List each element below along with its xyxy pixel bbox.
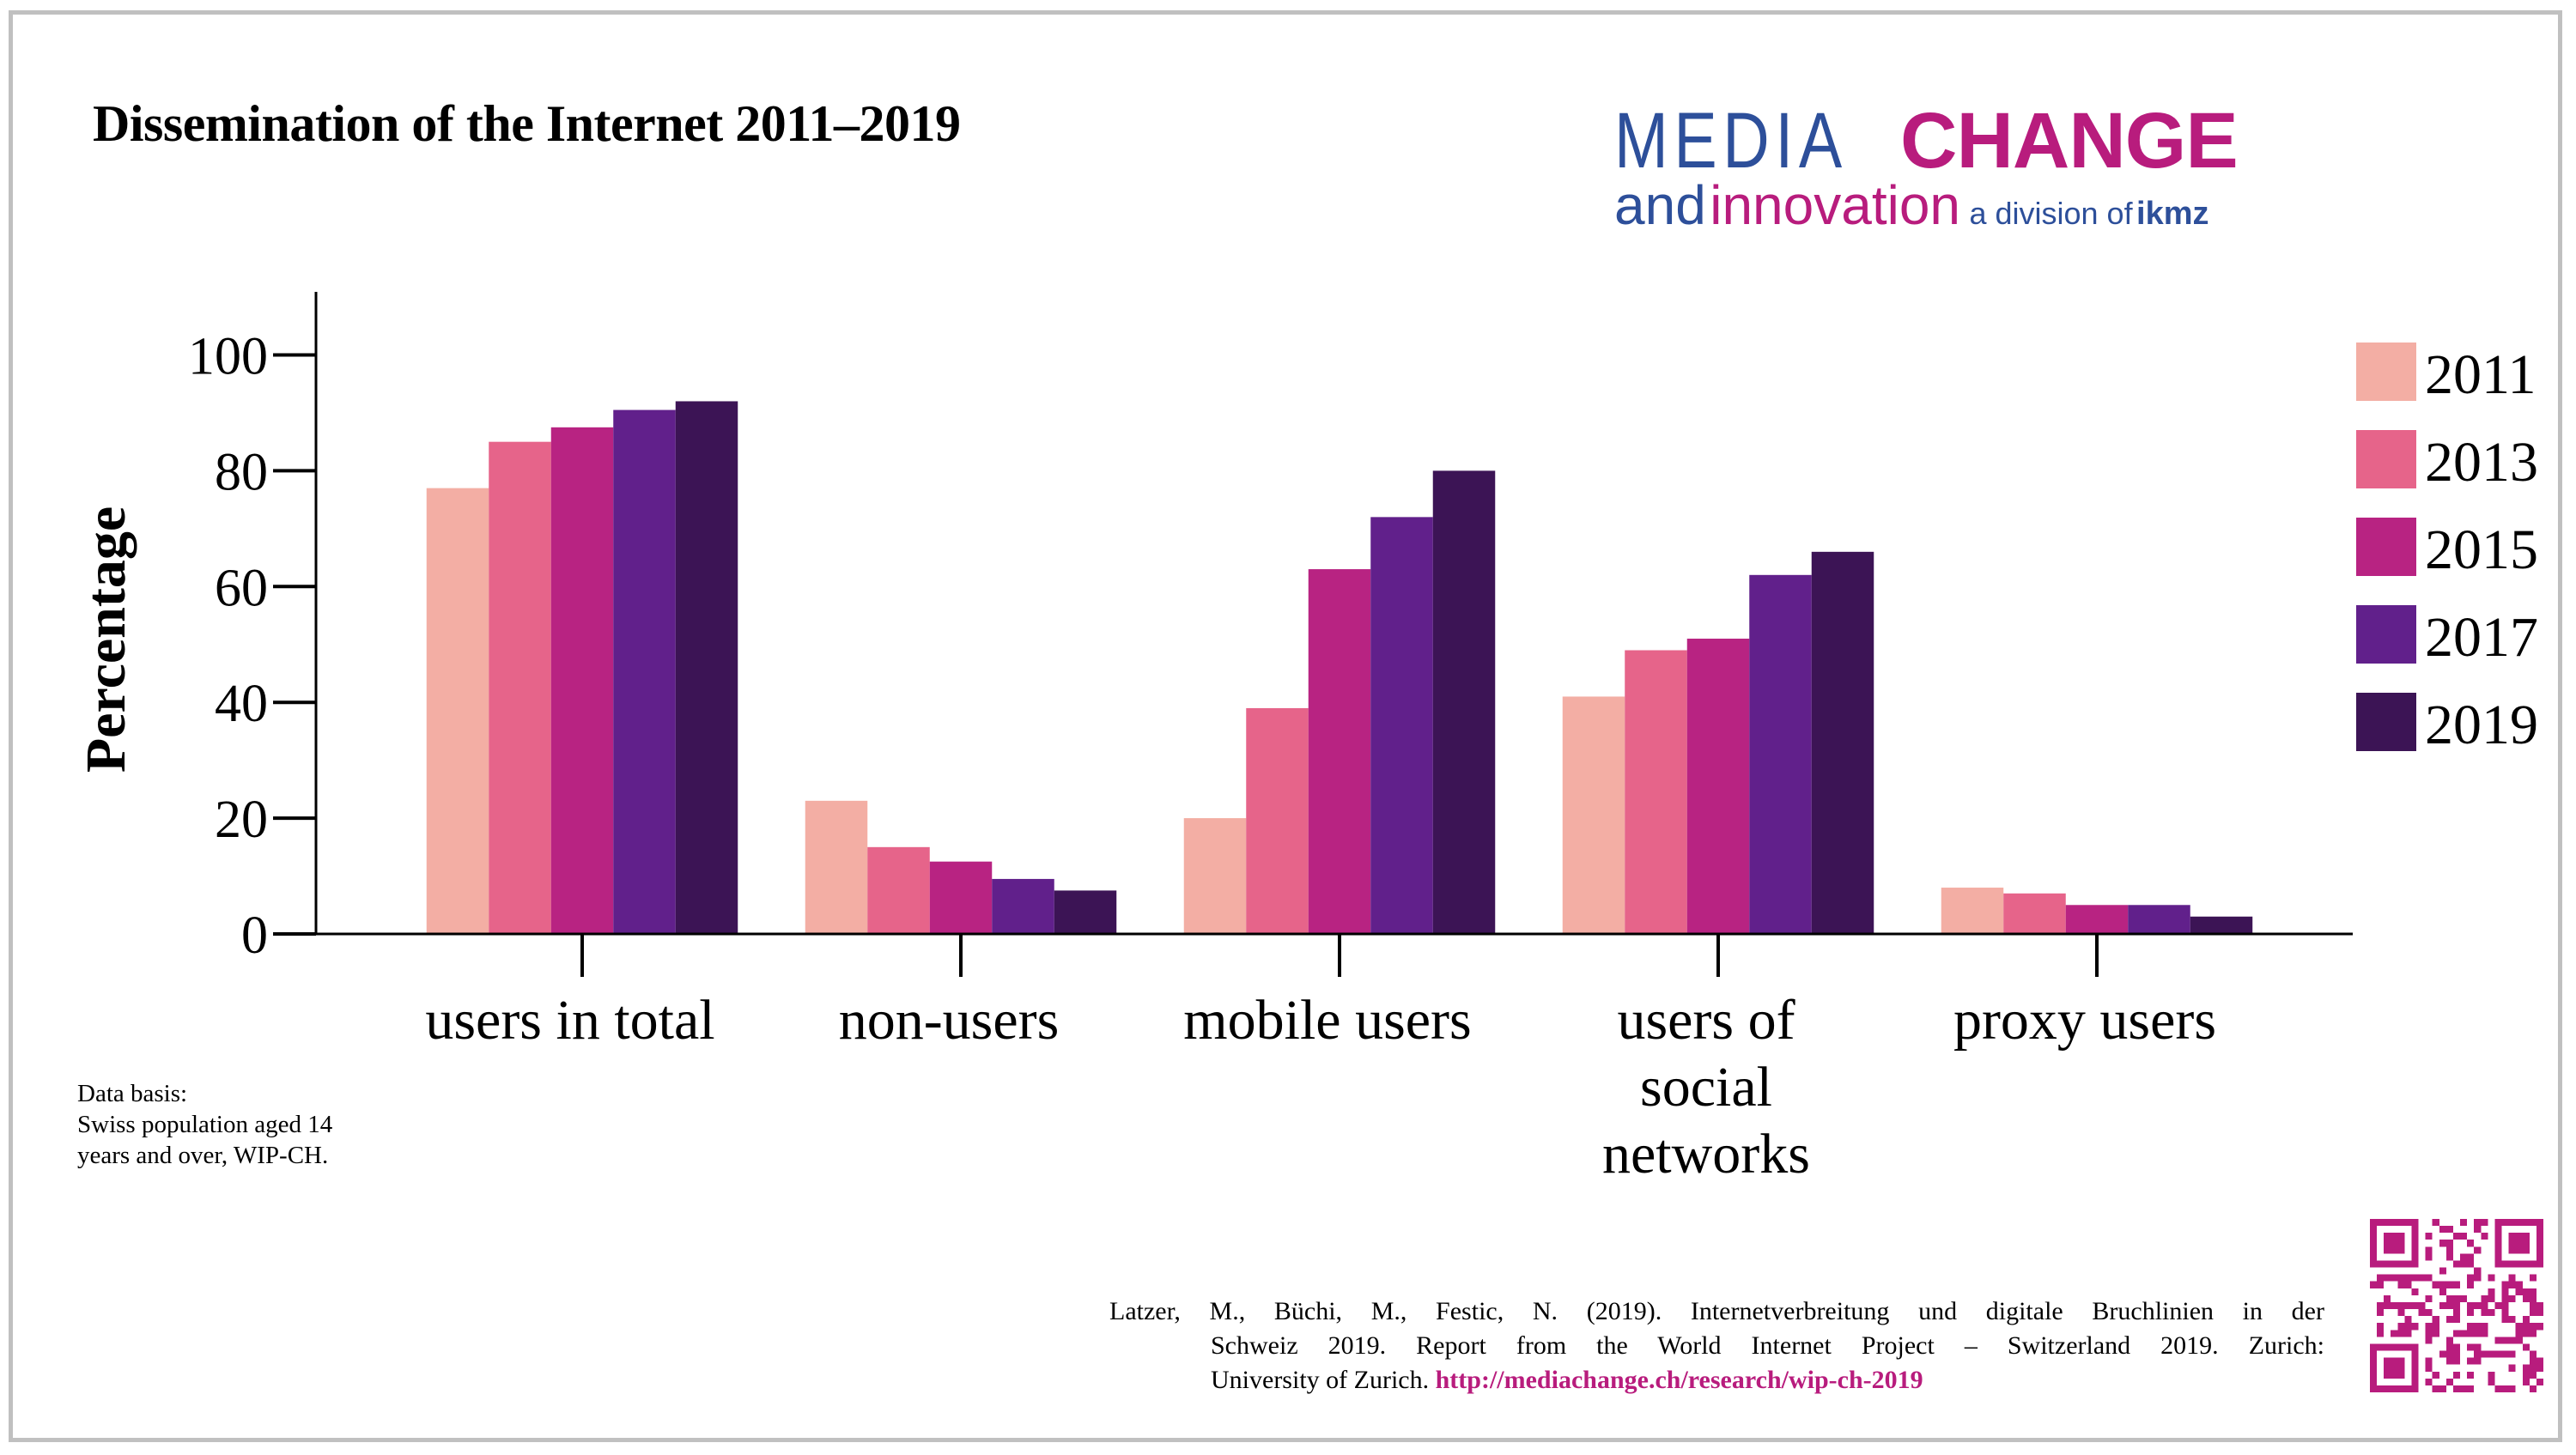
bar-2019-mobile-users xyxy=(1432,470,1496,934)
mediachange-logo: MEDIA CHANGE and innovation a division o… xyxy=(1614,101,2284,239)
bar-2013-non-users xyxy=(867,846,930,934)
legend-swatch xyxy=(2356,430,2416,488)
y-tick-label: 100 xyxy=(188,328,268,386)
bar-2019-users-in-total xyxy=(675,401,738,935)
bar-2019-proxy-users xyxy=(2190,916,2253,934)
logo-change-text: CHANGE xyxy=(1900,97,2239,185)
bar-2011-mobile-users xyxy=(1183,818,1247,934)
y-tick-label: 40 xyxy=(215,675,268,733)
data-basis-note: Data basis: Swiss population aged 14 yea… xyxy=(77,1078,332,1171)
chart-title: Dissemination of the Internet 2011–2019 xyxy=(93,95,961,152)
logo-innovation-text: innovation xyxy=(1710,174,1961,236)
legend-swatch xyxy=(2356,518,2416,576)
bar-2015-users-in-total xyxy=(550,427,614,934)
bar-2013-proxy-users xyxy=(2003,893,2066,934)
bar-2011-users-of-social-networks xyxy=(1562,696,1625,934)
legend-label: 2015 xyxy=(2425,518,2538,581)
citation-text: University of Zurich. xyxy=(1211,1366,1430,1394)
bar-2011-proxy-users xyxy=(1941,888,2004,934)
bar-2011-non-users xyxy=(805,800,868,934)
logo-media-text: MEDIA xyxy=(1614,97,1848,185)
bar-2017-proxy-users xyxy=(2128,905,2190,934)
bar-2015-proxy-users xyxy=(2065,905,2129,934)
legend-item-2017: 2017 xyxy=(2356,605,2562,669)
x-tick-label: proxy users xyxy=(1953,989,2216,1052)
legend-item-2015: 2015 xyxy=(2356,518,2562,581)
bar-2013-users-in-total xyxy=(489,441,551,934)
x-tick-label: mobile users xyxy=(1183,989,1471,1052)
legend-label: 2011 xyxy=(2425,343,2537,406)
legend-swatch xyxy=(2356,343,2416,401)
bar-2015-users-of-social-networks xyxy=(1686,639,1750,934)
y-tick-label: 0 xyxy=(241,906,268,965)
legend-label: 2013 xyxy=(2425,431,2538,494)
bar-2017-mobile-users xyxy=(1370,517,1433,934)
bar-2011-users-in-total xyxy=(426,488,489,934)
citation-line: Latzer, M., Büchi, M., Festic, N. (2019)… xyxy=(1109,1297,2324,1325)
legend-swatch xyxy=(2356,693,2416,751)
y-axis-title: Percentage xyxy=(75,506,137,773)
citation-line-3: University of Zurich. http://mediachange… xyxy=(1109,1363,2324,1397)
x-tick-label: networks xyxy=(1602,1123,1810,1185)
bar-2017-users-in-total xyxy=(613,409,676,934)
note-line: Data basis: xyxy=(77,1080,188,1107)
logo-division-text: a division of xyxy=(1969,196,2133,231)
axes-group: 0 20 40 60 80 100 Percentage users in total non-… xyxy=(75,292,2353,1185)
y-tick-label: 80 xyxy=(215,443,268,501)
bar-2013-mobile-users xyxy=(1246,707,1309,934)
x-tick-label: users of xyxy=(1617,989,1795,1052)
legend-label: 2017 xyxy=(2425,606,2538,669)
legend-swatch xyxy=(2356,605,2416,664)
note-line: years and over, WIP-CH. xyxy=(77,1142,329,1169)
x-tick-label: users in total xyxy=(425,989,714,1052)
legend-item-2019: 2019 xyxy=(2356,693,2562,756)
legend-item-2011: 2011 xyxy=(2356,343,2562,406)
y-tick-label: 60 xyxy=(215,559,268,617)
note-line: Swiss population aged 14 xyxy=(77,1111,333,1138)
logo-and-text: and xyxy=(1614,174,1706,236)
bar-2015-mobile-users xyxy=(1308,569,1371,934)
logo-ikmz-text: ikmz xyxy=(2136,196,2209,232)
bars-group xyxy=(426,401,2253,935)
x-tick-label: social xyxy=(1640,1056,1772,1119)
slide-frame xyxy=(9,10,2562,1442)
bar-2019-users-of-social-networks xyxy=(1811,551,1874,934)
bar-2017-users-of-social-networks xyxy=(1749,574,1812,934)
y-tick-label: 20 xyxy=(215,791,268,849)
legend-item-2013: 2013 xyxy=(2356,430,2562,494)
bar-2015-non-users xyxy=(929,861,993,934)
qr-code-icon[interactable] xyxy=(2370,1219,2543,1392)
bar-2013-users-of-social-networks xyxy=(1625,650,1687,934)
citation-line: Schweiz 2019. Report from the World Inte… xyxy=(1211,1331,2324,1360)
citation-url-link[interactable]: http://mediachange.ch/research/wip-ch-20… xyxy=(1435,1366,1923,1394)
x-tick-label: non-users xyxy=(839,989,1060,1052)
legend-label: 2019 xyxy=(2425,694,2538,756)
citation: Latzer, M., Büchi, M., Festic, N. (2019)… xyxy=(1109,1294,2324,1397)
bar-2017-non-users xyxy=(992,878,1054,934)
bar-2019-non-users xyxy=(1054,890,1117,934)
